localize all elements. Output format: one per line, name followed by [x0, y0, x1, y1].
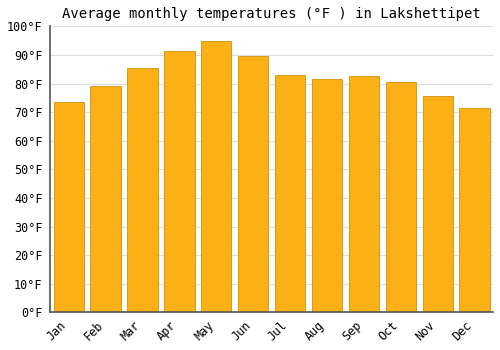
Bar	[386, 82, 416, 313]
Bar	[54, 102, 84, 313]
Bar	[128, 68, 158, 313]
Bar	[164, 51, 194, 313]
Bar	[275, 75, 305, 313]
Title: Average monthly temperatures (°F ) in Lakshettipet: Average monthly temperatures (°F ) in La…	[62, 7, 481, 21]
Bar	[422, 96, 453, 313]
Bar	[238, 56, 268, 313]
Bar	[460, 108, 490, 313]
Bar	[201, 41, 232, 313]
Bar	[349, 76, 379, 313]
Bar	[312, 79, 342, 313]
Bar	[90, 86, 120, 313]
